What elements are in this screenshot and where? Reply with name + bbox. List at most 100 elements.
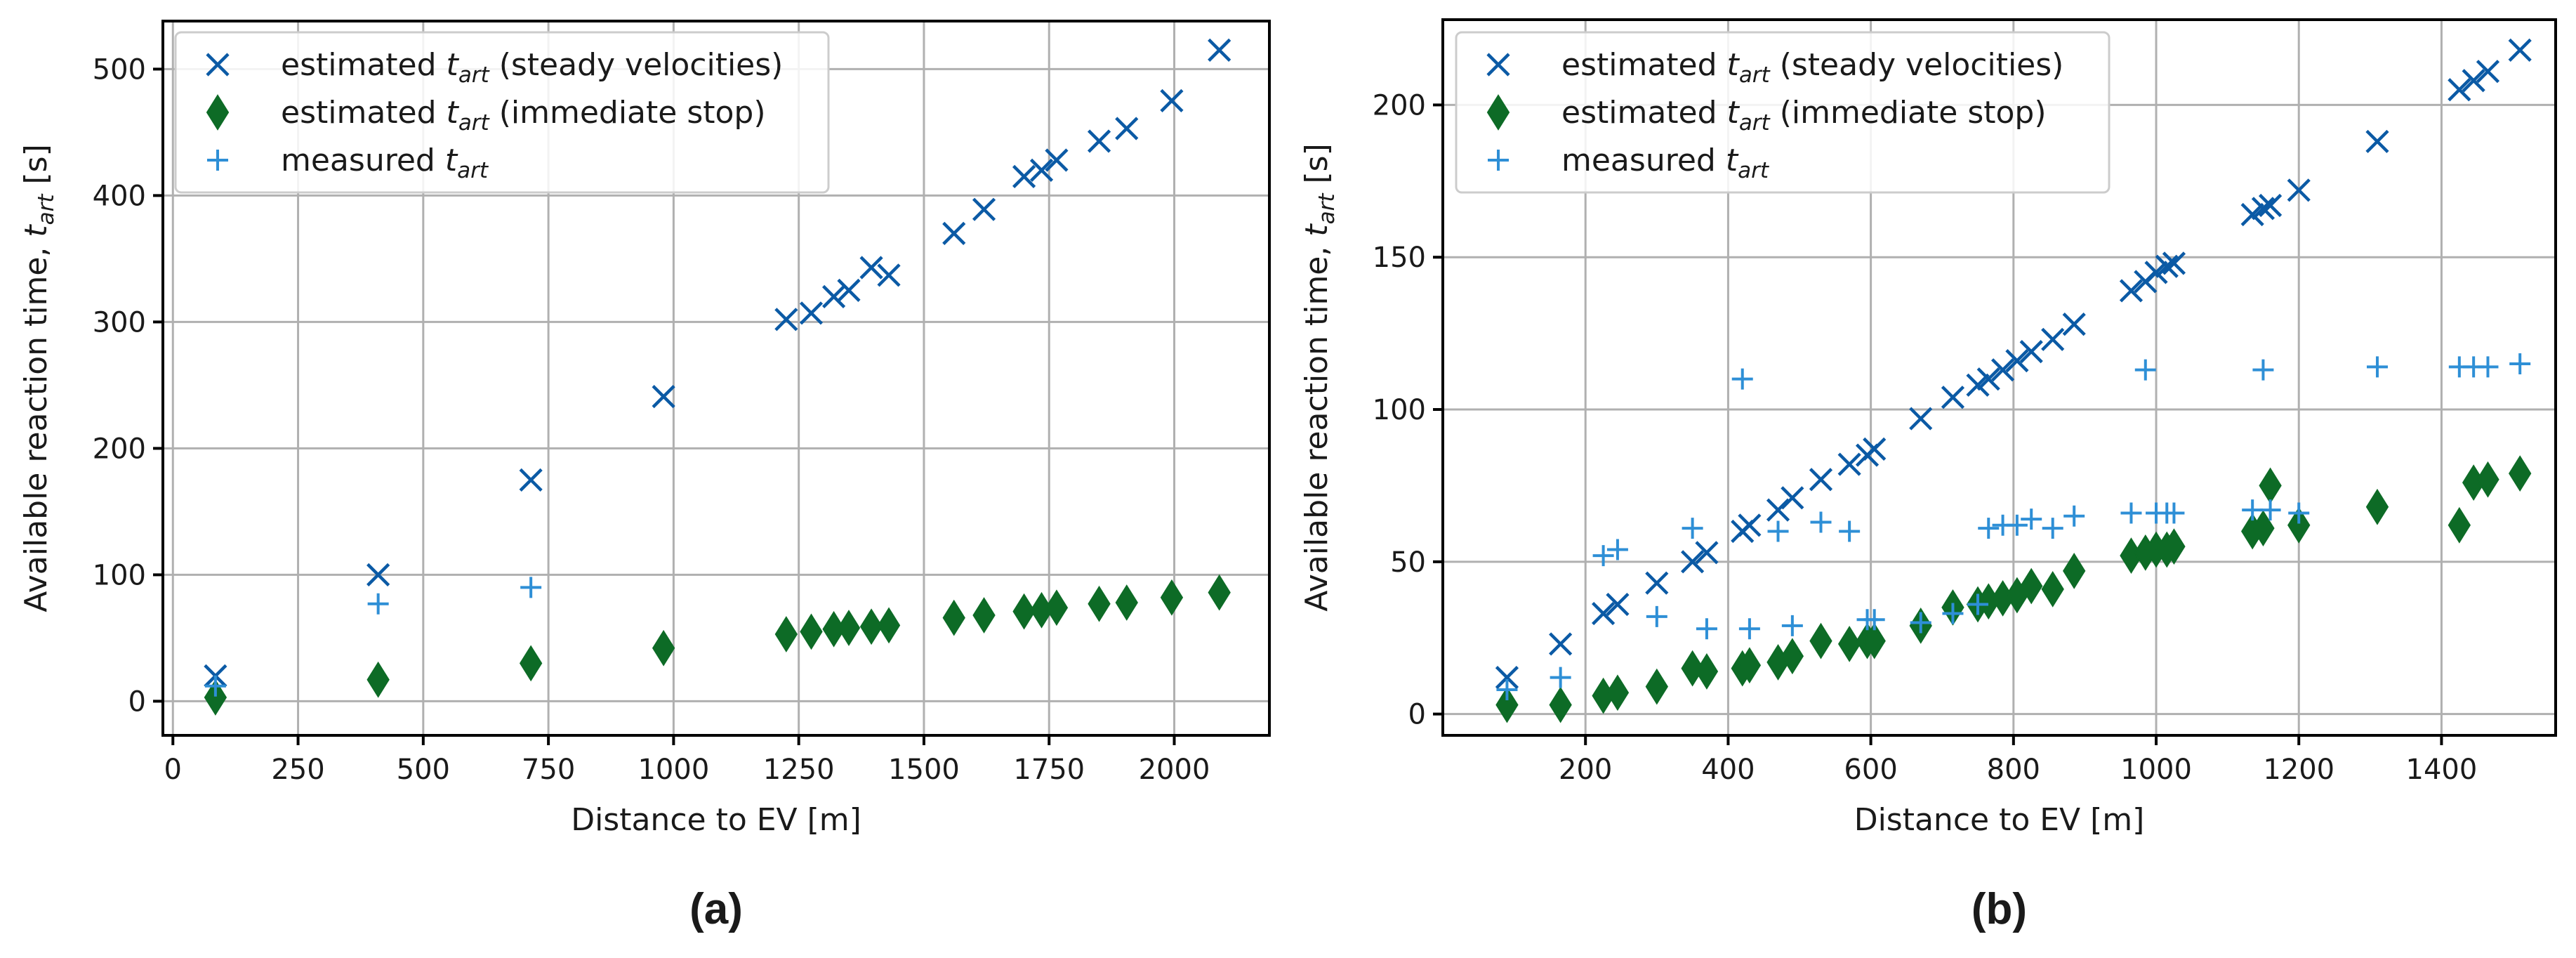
data-point-x — [1966, 373, 1990, 397]
data-point-diamond — [1495, 686, 1519, 723]
data-point-x — [2258, 193, 2283, 218]
data-point-x — [1909, 407, 1933, 431]
data-point-diamond — [1809, 622, 1832, 660]
data-point-diamond — [972, 597, 996, 634]
data-point-plus — [1967, 593, 1989, 615]
data-point-diamond — [1681, 650, 1704, 687]
y-label-text: [s] — [1299, 143, 1335, 193]
legend: estimated tart (steady velocities)estima… — [174, 31, 830, 194]
legend-box — [1455, 31, 2111, 194]
y-label-var: t — [1299, 223, 1335, 237]
data-point-diamond — [1606, 674, 1630, 711]
data-point-x — [1681, 550, 1705, 574]
data-point-diamond — [366, 661, 390, 698]
legend-var: t — [447, 95, 460, 131]
data-point-diamond — [942, 599, 965, 636]
data-point-x — [1115, 117, 1139, 140]
x-tick-label: 1750 — [1013, 754, 1085, 786]
data-point-diamond — [652, 629, 675, 667]
series-diamond — [1495, 455, 2532, 723]
data-point-x — [2062, 313, 2086, 336]
data-point-diamond — [1837, 626, 1861, 662]
data-point-plus — [1682, 518, 1703, 539]
data-point-x — [2365, 129, 2389, 154]
data-point-diamond — [774, 616, 798, 652]
data-point-plus — [2259, 499, 2281, 521]
legend-text: (immediate stop) — [1770, 95, 2047, 131]
x-tick-label: 1500 — [888, 754, 960, 786]
data-point-x — [877, 263, 901, 287]
data-point-x — [2019, 340, 2043, 364]
x-tick-label: 750 — [522, 754, 575, 786]
data-point-x — [519, 468, 543, 492]
data-point-plus — [1496, 678, 1518, 700]
data-point-diamond — [1160, 579, 1184, 616]
data-point-x — [1645, 571, 1669, 595]
data-point-diamond — [1781, 638, 1804, 675]
x-tick-label: 2000 — [1139, 754, 1210, 786]
data-point-plus — [1910, 612, 1931, 634]
legend-sub: art — [457, 158, 489, 183]
legend-text: measured — [281, 143, 445, 178]
data-point-diamond — [1208, 574, 1231, 611]
legend-marker-diamond — [206, 94, 230, 131]
legend-text: estimated — [1561, 95, 1727, 131]
data-point-diamond — [2448, 506, 2471, 544]
legend-sub: art — [1739, 110, 1771, 136]
data-point-plus — [367, 593, 389, 615]
data-point-plus — [2477, 356, 2499, 378]
x-tick-label: 1000 — [638, 754, 709, 786]
legend-var: t — [445, 143, 458, 178]
data-point-plus — [1839, 520, 1861, 542]
legend-entry-stop: estimated tart (immediate stop) — [281, 95, 766, 136]
panel-label: (a) — [689, 885, 743, 933]
data-point-diamond — [800, 613, 823, 650]
data-point-plus — [1978, 518, 2000, 539]
data-point-plus — [1646, 605, 1667, 627]
y-label-var: t — [18, 224, 54, 237]
data-point-diamond — [1045, 589, 1069, 626]
data-point-plus — [2042, 518, 2063, 539]
legend-marker-x — [1486, 53, 1510, 77]
data-point-x — [1087, 129, 1111, 153]
data-point-plus — [1942, 603, 1964, 624]
x-tick-label: 0 — [164, 754, 182, 786]
legend-marker-diamond — [1486, 94, 1510, 131]
data-point-plus — [2288, 502, 2310, 524]
data-point-x — [366, 563, 390, 586]
x-tick-label: 800 — [1987, 754, 2040, 786]
legend-text: (steady velocities) — [489, 47, 784, 83]
legend-marker-plus — [1488, 150, 1509, 171]
legend-text: estimated — [281, 95, 447, 131]
data-point-diamond — [1088, 585, 1111, 622]
data-point-diamond — [2162, 528, 2186, 565]
data-point-x — [2476, 60, 2500, 84]
data-point-x — [2251, 197, 2276, 221]
data-point-x — [1012, 164, 1036, 188]
y-tick-label: 500 — [93, 53, 146, 86]
legend-entry-measured: measured tart — [1561, 143, 1770, 183]
y-axis-label: Available reaction time, tart [s] — [18, 144, 59, 612]
data-point-x — [652, 385, 675, 409]
legend-var: t — [1727, 95, 1741, 131]
data-point-diamond — [204, 679, 227, 716]
data-point-x — [1592, 601, 1616, 626]
data-point-x — [1976, 367, 2000, 391]
y-tick-label: 0 — [128, 685, 146, 718]
data-point-plus — [2120, 502, 2142, 524]
series-x — [1495, 38, 2532, 690]
data-point-plus — [2163, 502, 2185, 524]
data-point-plus — [1781, 615, 1803, 636]
x-tick-label: 500 — [397, 754, 450, 786]
y-label-text: Available reaction time, — [1299, 237, 1335, 612]
legend-var: t — [1726, 143, 1739, 178]
data-point-plus — [1863, 609, 1885, 631]
data-point-plus — [1696, 618, 1717, 640]
y-tick-label: 150 — [1373, 242, 1426, 274]
data-point-diamond — [1863, 622, 1886, 660]
data-point-x — [1549, 632, 1573, 656]
data-point-diamond — [2287, 506, 2311, 544]
y-label-text: Available reaction time, — [18, 237, 54, 612]
data-point-x — [1863, 437, 1887, 461]
series-diamond — [204, 574, 1231, 716]
